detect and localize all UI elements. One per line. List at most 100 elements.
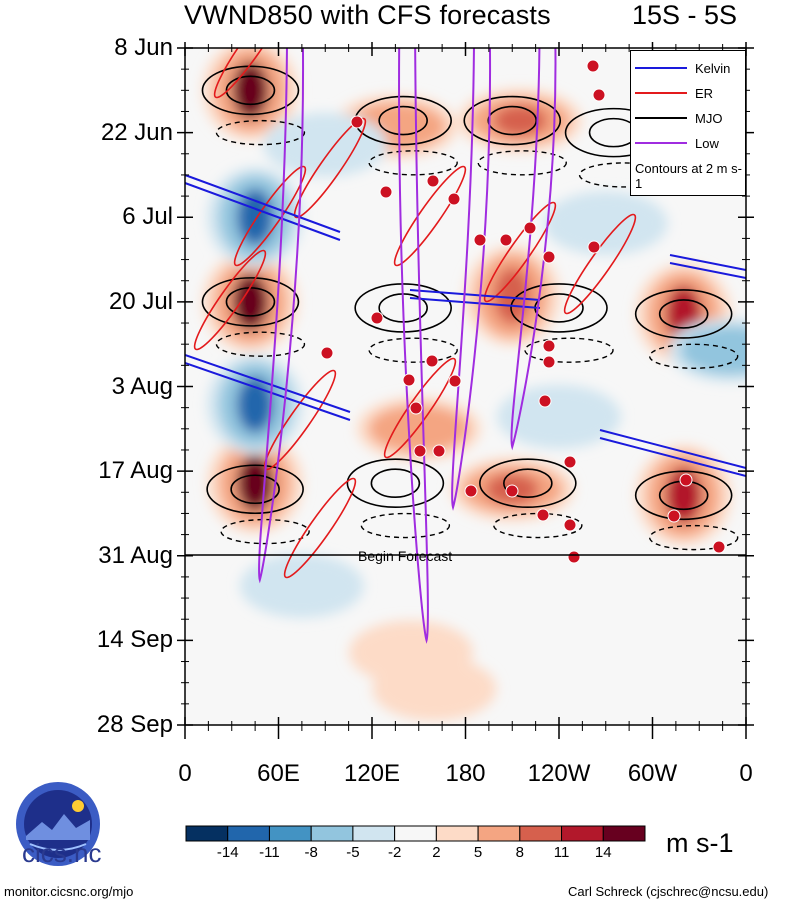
cyclone-marker-icon [542,355,556,369]
mjo-contour [206,464,304,515]
legend-label: MJO [695,110,723,126]
cyclone-marker-icon [432,444,446,458]
colorbar-tick-label: 5 [473,844,483,861]
anomaly-core [407,673,461,705]
er-contour [213,48,287,99]
axis-ticks [177,42,754,739]
x-tick-label: 60W [627,760,678,787]
y-tick-label: 31 Aug [98,541,173,569]
low-contour [398,48,429,644]
mjo-contour [225,75,276,106]
mjo-contour-negative [368,337,458,363]
kelvin-contour [599,429,746,469]
kelvin-contour [185,182,341,241]
legend-swatch-low [635,142,687,144]
kelvin-contour [409,289,541,301]
cyclone-marker-icon [402,373,416,387]
y-tick-label: 17 Aug [98,457,173,485]
anomaly-core [579,207,633,239]
chart-title: VWND850 with CFS forecasts [184,0,551,30]
er-contour [563,213,637,315]
legend-label: Low [695,135,719,151]
cyclone-marker-icon [563,455,577,469]
er-contour [283,477,357,579]
cyclone-marker-icon [679,473,693,487]
x-tick-label: 120E [343,760,401,787]
y-tick-label: 6 Jul [122,203,173,231]
x-tick-label: 0 [739,760,753,787]
cyclone-marker-icon [587,240,601,254]
colorbar-tick-label: 11 [553,844,570,861]
colorbar-swatch [394,825,437,842]
colorbar-tick-label: -11 [259,844,280,861]
mjo-contour [463,95,562,146]
legend-swatch-mjo [635,117,687,119]
cyclone-marker-icon [567,550,581,564]
mjo-contour [634,289,733,339]
x-tick-label: 180 [445,760,486,787]
mjo-contour-negative [215,331,306,357]
anomaly-core [232,273,269,330]
cyclone-marker-icon [447,192,461,206]
colorbar-swatch [185,825,229,842]
anomaly-core [494,267,531,324]
x-tick-label: 60E [257,760,300,787]
colorbar-tick-label: -2 [387,844,402,861]
mjo-contour [201,65,300,116]
author-credit: Carl Schreck (cjschrec@ncsu.edu) [568,884,769,899]
begin-forecast-label: Begin Forecast [358,548,453,564]
mjo-contour-negative [368,150,458,176]
legend-item-kelvin: Kelvin [635,60,730,76]
legend: Kelvin ER MJO Low Contours at 2 m s-1 [630,50,746,196]
mjo-contour-negative [648,343,739,369]
cyclone-marker-icon [499,233,513,247]
anomaly-core [275,570,329,602]
cyclone-marker-icon [542,250,556,264]
cyclone-marker-icon [409,401,423,415]
cicsnc-logo [16,782,100,866]
mjo-contour [230,474,280,505]
mjo-contour [370,468,421,499]
low-contour [451,48,492,511]
cyclone-marker-icon [413,444,427,458]
colorbar-swatch [352,825,396,842]
mjo-contour [378,105,428,136]
mjo-contour-negative [360,512,451,539]
anomaly-core [704,334,746,366]
colorbar-swatch [477,825,521,842]
er-contour [193,249,267,351]
colorbar-units: m s-1 [666,828,734,858]
cyclone-marker-icon [425,354,439,368]
anomaly-core [392,413,446,445]
y-tick-label: 8 Jun [114,34,173,61]
colorbar-swatch [310,825,354,842]
cyclone-marker-icon [379,185,393,199]
mjo-contour [346,458,445,509]
y-tick-label: 20 Jul [108,287,173,315]
colorbar-tick-label: 14 [594,844,612,861]
anomaly-core [665,467,702,524]
cyclone-marker-icon [542,339,556,353]
mjo-contour-negative [477,150,567,176]
colorbar-swatch [602,825,646,842]
mjo-contour [201,277,300,327]
legend-swatch-er [635,92,687,94]
x-tick-label: 120W [527,760,591,787]
er-contour [293,117,367,219]
colorbar-tick-label: -5 [346,844,360,861]
latitude-band: 15S - 5S [632,0,738,30]
y-tick-label: 28 Sep [96,711,173,738]
legend-item-low: Low [635,135,719,151]
low-contour [258,48,305,584]
mjo-contour [510,283,608,333]
cyclone-marker-icon [426,174,440,188]
source-url[interactable]: monitor.cicsnc.org/mjo [4,884,134,899]
x-tick-label: 0 [178,760,192,787]
colorbar-tick-label: -8 [304,844,318,861]
mjo-contour-negative [493,512,583,539]
colorbar-swatch [227,825,270,842]
cyclone-marker-icon [350,115,364,129]
anomaly-core [232,62,269,119]
contour-note: Contours at 2 m s-1 [635,161,742,191]
cyclone-marker-icon [448,374,462,388]
